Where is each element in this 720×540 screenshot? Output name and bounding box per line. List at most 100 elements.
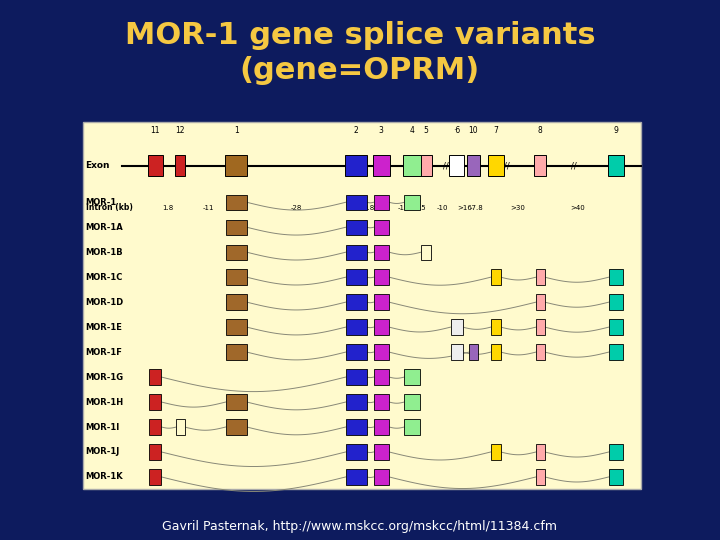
Text: MOR-1D: MOR-1D (86, 298, 124, 307)
Bar (404, 194, 420, 210)
Text: -10: -10 (437, 205, 449, 211)
Text: MOR-1C: MOR-1C (86, 273, 123, 282)
Text: >30: >30 (510, 205, 526, 211)
Bar (225, 245, 247, 260)
Bar (608, 345, 623, 360)
Bar (536, 469, 545, 485)
Bar (149, 369, 161, 385)
Text: MOR-1K: MOR-1K (86, 472, 123, 482)
Bar (536, 444, 545, 460)
Bar (374, 345, 389, 360)
Bar (374, 294, 389, 310)
Text: Intron (kb): Intron (kb) (86, 203, 132, 212)
Bar (608, 294, 623, 310)
Text: 7: 7 (493, 126, 498, 135)
Text: 1.8: 1.8 (162, 205, 174, 211)
Text: 11: 11 (150, 126, 160, 135)
Bar (451, 345, 463, 360)
Bar (374, 394, 389, 410)
Text: Gavril Pasternak, http://www.mskcc.org/mskcc/html/11384.cfm: Gavril Pasternak, http://www.mskcc.org/m… (163, 520, 557, 533)
Text: Exon: Exon (86, 161, 110, 170)
Bar (148, 156, 163, 176)
Bar (176, 419, 184, 435)
Text: -8.5: -8.5 (412, 205, 426, 211)
Bar (149, 469, 161, 485)
Bar (374, 444, 389, 460)
Text: MOR-1F: MOR-1F (86, 348, 122, 356)
Bar (374, 320, 389, 335)
Text: -7.8: -7.8 (469, 205, 483, 211)
Text: //: // (504, 161, 510, 170)
Text: MOR-1G: MOR-1G (86, 373, 124, 382)
Text: -11: -11 (202, 205, 214, 211)
Text: 0.8: 0.8 (363, 205, 374, 211)
Bar (374, 419, 389, 435)
Bar (451, 320, 463, 335)
Bar (346, 419, 366, 435)
Text: >16: >16 (458, 205, 472, 211)
Bar (346, 444, 366, 460)
Text: 2: 2 (354, 126, 359, 135)
Text: MOR-1H: MOR-1H (86, 397, 124, 407)
Bar (491, 269, 500, 285)
Bar (420, 156, 432, 176)
Text: MOR-1B: MOR-1B (86, 248, 123, 256)
Bar (491, 320, 500, 335)
Bar (536, 269, 545, 285)
Text: 8: 8 (538, 126, 543, 135)
Text: 3: 3 (379, 126, 384, 135)
Text: ·6: ·6 (453, 126, 460, 135)
Text: (gene=OPRM): (gene=OPRM) (240, 56, 480, 85)
Text: -11: -11 (398, 205, 410, 211)
Bar (403, 156, 421, 176)
Bar (346, 294, 366, 310)
Text: MOR-1E: MOR-1E (86, 322, 122, 332)
Bar (608, 320, 623, 335)
Bar (225, 394, 247, 410)
Bar (346, 220, 366, 235)
Text: MOR-1 gene splice variants: MOR-1 gene splice variants (125, 21, 595, 50)
Bar (491, 345, 500, 360)
Bar (374, 245, 389, 260)
Bar (346, 394, 366, 410)
Bar (374, 194, 389, 210)
Bar (404, 394, 420, 410)
Bar (608, 156, 624, 176)
Bar (346, 469, 366, 485)
Bar (536, 320, 545, 335)
Text: >40: >40 (571, 205, 585, 211)
Bar (149, 419, 161, 435)
Bar (534, 156, 546, 176)
Bar (374, 369, 389, 385)
Bar (421, 245, 431, 260)
Bar (608, 269, 623, 285)
Text: MOR-1: MOR-1 (86, 198, 117, 207)
Bar (346, 194, 366, 210)
Bar (346, 245, 366, 260)
FancyBboxPatch shape (83, 122, 641, 489)
Bar (374, 469, 389, 485)
Text: 10: 10 (469, 126, 478, 135)
Bar (374, 269, 389, 285)
Bar (225, 269, 247, 285)
Bar (536, 294, 545, 310)
Bar (608, 469, 623, 485)
Bar (346, 345, 366, 360)
Bar (608, 444, 623, 460)
Text: 4: 4 (410, 126, 415, 135)
Text: 9: 9 (613, 126, 618, 135)
Bar (225, 345, 247, 360)
Text: MOR-1J: MOR-1J (86, 448, 120, 456)
Text: //: // (571, 161, 577, 170)
Bar (225, 220, 247, 235)
Bar (536, 345, 545, 360)
Bar (346, 320, 366, 335)
Bar (491, 444, 500, 460)
Bar (469, 345, 478, 360)
Bar (449, 156, 464, 176)
Bar (404, 369, 420, 385)
Bar (374, 220, 389, 235)
Text: 5: 5 (423, 126, 428, 135)
Bar (225, 294, 247, 310)
Bar (346, 369, 366, 385)
